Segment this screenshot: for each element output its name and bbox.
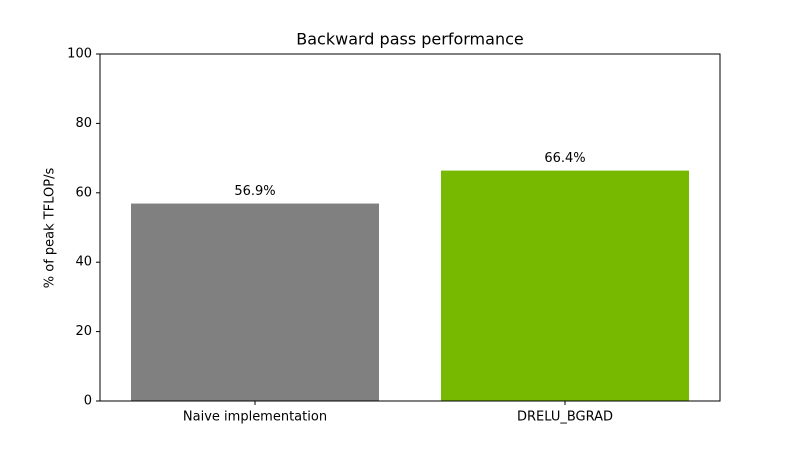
bar (441, 170, 689, 401)
y-tick-label: 20 (75, 324, 92, 339)
chart-title: Backward pass performance (296, 30, 523, 49)
plot-frame (99, 53, 721, 402)
y-axis-label: % of peak TFLOP/s (43, 168, 58, 289)
y-tick-label: 60 (75, 185, 92, 200)
x-tick-label: DRELU_BGRAD (517, 410, 613, 425)
value-label: 66.4% (544, 151, 585, 166)
y-tick-label: 0 (84, 394, 92, 409)
y-tick-label: 80 (75, 116, 92, 131)
bar (131, 203, 379, 401)
value-label: 56.9% (234, 184, 275, 199)
y-tick-label: 100 (67, 47, 92, 62)
x-tick-label: Naive implementation (183, 410, 327, 425)
y-tick-label: 40 (75, 255, 92, 270)
